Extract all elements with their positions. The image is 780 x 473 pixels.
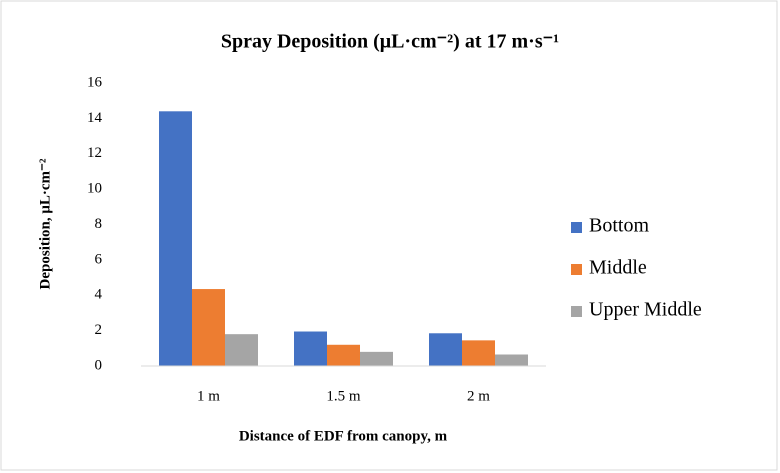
- legend-label: Middle: [589, 257, 647, 279]
- y-tick-label: 4: [95, 287, 103, 303]
- y-axis-label: Deposition, μL·cm⁻²: [37, 158, 53, 289]
- y-tick-label: 16: [87, 74, 103, 90]
- x-tick-label: 1 m: [197, 388, 220, 404]
- legend-label: Bottom: [589, 215, 649, 237]
- bar: [225, 334, 258, 366]
- y-tick-label: 0: [95, 357, 103, 373]
- x-tick-label: 2 m: [467, 388, 490, 404]
- bar: [360, 351, 393, 366]
- bar: [462, 340, 495, 366]
- chart-title: Spray Deposition (μL·cm⁻²) at 17 m·s⁻¹: [221, 31, 559, 53]
- legend-swatch: [571, 222, 582, 233]
- bar: [495, 354, 528, 366]
- y-tick-label: 2: [95, 322, 103, 338]
- x-tick-label: 1.5 m: [326, 388, 361, 404]
- y-tick-label: 8: [95, 216, 103, 232]
- legend-swatch: [571, 264, 582, 275]
- bar: [159, 111, 192, 366]
- y-tick-label: 10: [87, 181, 102, 197]
- y-tick-label: 12: [87, 145, 102, 161]
- y-tick-label: 6: [95, 251, 103, 267]
- y-tick-label: 14: [87, 110, 103, 126]
- bar: [192, 289, 225, 366]
- x-axis-label: Distance of EDF from canopy, m: [239, 428, 448, 444]
- legend-swatch: [571, 306, 582, 317]
- bar: [327, 344, 360, 366]
- legend-label: Upper Middle: [589, 299, 702, 321]
- bar: [429, 333, 462, 366]
- bar: [294, 331, 327, 366]
